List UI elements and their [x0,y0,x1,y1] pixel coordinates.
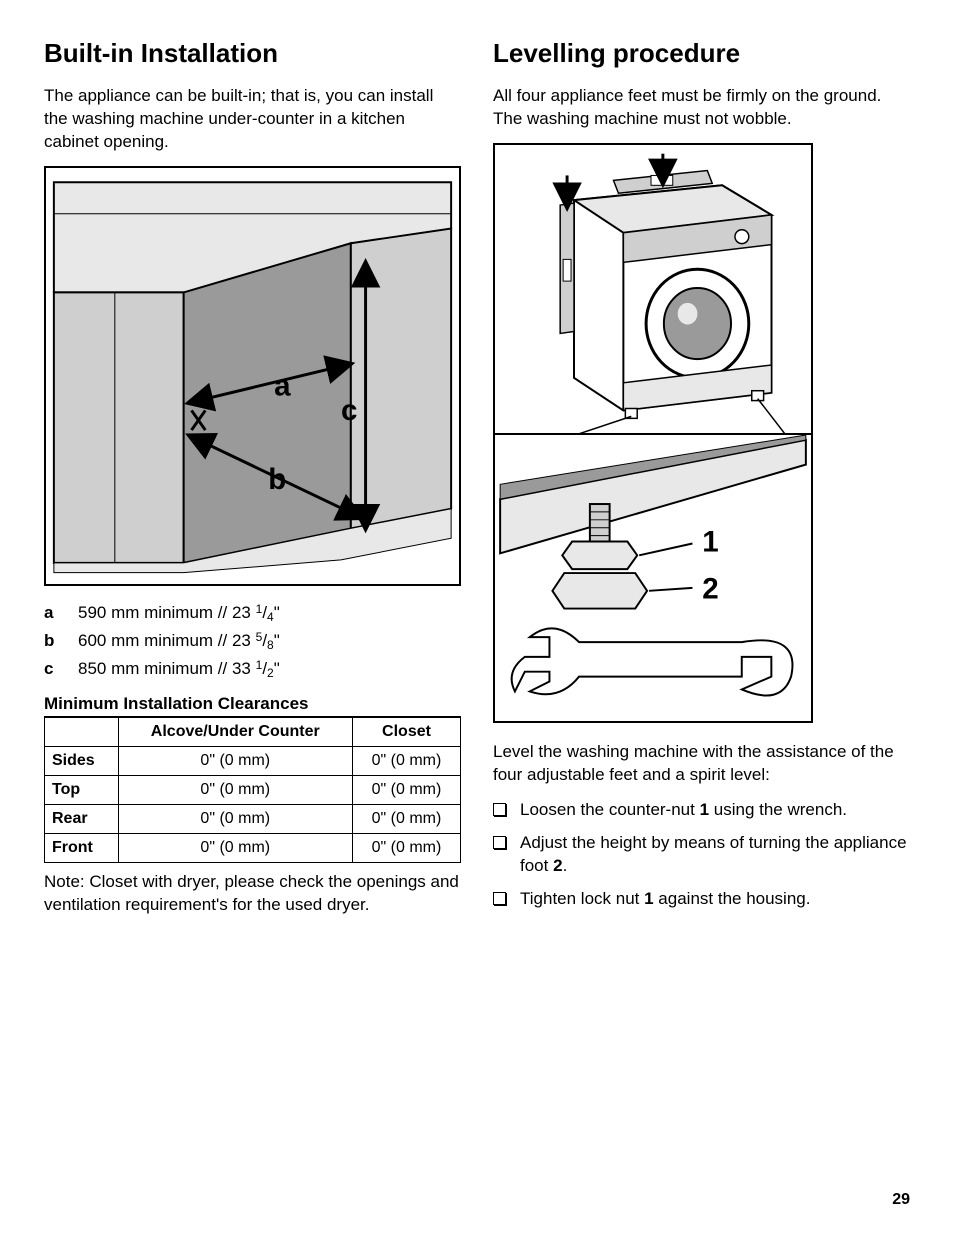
dim-c: c 850 mm minimum // 33 1/2" [44,658,461,680]
cabinet-figure: a b c [44,166,461,586]
table-row: Sides 0" (0 mm) 0" (0 mm) [45,746,461,775]
table-row: Rear 0" (0 mm) 0" (0 mm) [45,804,461,833]
checkbox-icon [493,892,506,905]
right-after-figure: Level the washing machine with the assis… [493,741,910,787]
left-column: Built-in Installation The appliance can … [44,38,461,929]
dimension-list: a 590 mm minimum // 23 1/4" b 600 mm min… [44,602,461,680]
left-note: Note: Closet with dryer, please check th… [44,871,461,917]
th-alcove: Alcove/Under Counter [118,717,352,747]
th-blank [45,717,119,747]
steps-list: Loosen the counter-nut 1 using the wrenc… [493,799,910,911]
table-title: Minimum Installation Clearances [44,694,461,714]
checkbox-icon [493,803,506,816]
right-title: Levelling procedure [493,38,910,69]
levelling-figure: 1 2 [493,143,813,723]
label-a: a [274,369,291,402]
label-b: b [268,463,286,496]
right-column: Levelling procedure All four appliance f… [493,38,910,929]
left-intro: The appliance can be built-in; that is, … [44,85,461,154]
label-2: 2 [702,573,718,606]
label-1: 1 [702,525,718,558]
left-title: Built-in Installation [44,38,461,69]
step-item: Tighten lock nut 1 against the housing. [493,888,910,911]
checkbox-icon [493,836,506,849]
step-item: Loosen the counter-nut 1 using the wrenc… [493,799,910,822]
table-row: Front 0" (0 mm) 0" (0 mm) [45,833,461,862]
dim-a: a 590 mm minimum // 23 1/4" [44,602,461,624]
th-closet: Closet [353,717,461,747]
step-item: Adjust the height by means of turning th… [493,832,910,878]
dim-b: b 600 mm minimum // 23 5/8" [44,630,461,652]
table-row: Top 0" (0 mm) 0" (0 mm) [45,775,461,804]
clearance-table: Alcove/Under Counter Closet Sides 0" (0 … [44,716,461,863]
right-intro: All four appliance feet must be firmly o… [493,85,910,131]
label-c: c [341,394,357,427]
page-number: 29 [892,1191,910,1209]
